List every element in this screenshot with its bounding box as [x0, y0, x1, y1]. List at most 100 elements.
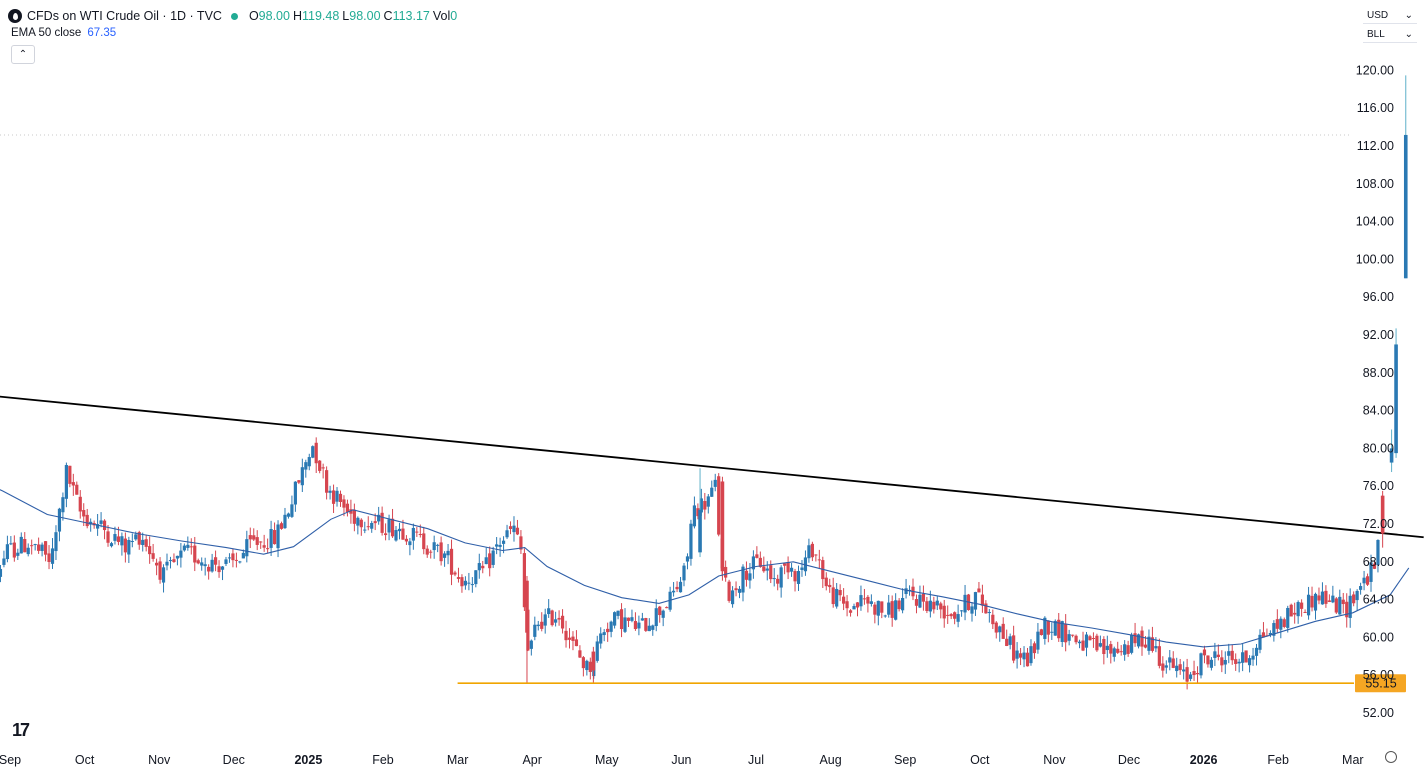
candle-body [1403, 134, 1408, 279]
candle-body [883, 615, 887, 617]
candle-body [1018, 653, 1023, 658]
candle-body [349, 509, 353, 514]
candle-body [564, 630, 568, 641]
candle-body [1154, 646, 1158, 649]
candle-body [1303, 611, 1307, 613]
candle-body [390, 518, 395, 537]
candle-body [710, 487, 714, 497]
candle-body [1081, 640, 1085, 651]
candle-body [762, 566, 766, 572]
x-tick-label: Nov [1043, 753, 1066, 767]
candle-body [1071, 634, 1075, 636]
candle-body [949, 614, 953, 617]
candle-body [772, 578, 776, 580]
candle-body [1025, 652, 1030, 667]
x-tick-label: 2025 [294, 753, 322, 767]
candle-body [1060, 621, 1064, 642]
candle-body [439, 542, 443, 562]
candle-body [134, 534, 138, 540]
candle-body [779, 567, 783, 588]
candle-body [234, 559, 239, 561]
candle-body [1293, 612, 1297, 615]
chevron-up-icon: ⌃ [18, 49, 28, 60]
support-price-label: 55.15 [1365, 677, 1396, 691]
candle-body [1216, 654, 1220, 657]
candle-body [109, 543, 114, 547]
collapse-legend-button[interactable]: ⌃ [11, 45, 35, 64]
candle-body [1039, 629, 1043, 636]
candle-body [172, 559, 176, 563]
candle-body [481, 565, 485, 569]
candle-body [495, 544, 499, 547]
candle-body [817, 559, 821, 561]
symbol-title[interactable]: CFDs on WTI Crude Oil · 1D · TVC [27, 9, 222, 23]
candle-body [1324, 590, 1328, 604]
candle-body [2, 558, 6, 565]
currency-select[interactable]: USD ⌄ [1363, 7, 1417, 24]
unit-value: BLL [1367, 28, 1385, 40]
candle-body [730, 590, 735, 605]
candle-body [130, 541, 134, 543]
symbol-header[interactable]: CFDs on WTI Crude Oil · 1D · TVC O 98.00 … [8, 6, 457, 26]
candle-body [26, 547, 30, 555]
unit-select[interactable]: BLL ⌄ [1363, 26, 1417, 43]
candle-body [189, 546, 193, 548]
candle-body [1046, 620, 1050, 635]
candle-body [698, 509, 702, 553]
candle-body [422, 533, 426, 550]
candle-body [560, 615, 565, 629]
candle-body [987, 612, 991, 614]
candle-body [345, 503, 350, 512]
candle-body [751, 556, 755, 570]
candle-body [1143, 644, 1148, 648]
candle-body [283, 514, 287, 529]
tradingview-logo-icon[interactable]: 17 [12, 720, 30, 740]
x-tick-label: Jun [671, 753, 691, 767]
y-tick-label: 68.00 [1363, 555, 1394, 569]
candle-body [446, 550, 450, 556]
candle-body [741, 566, 745, 593]
candle-body [19, 536, 23, 554]
candle-body [57, 508, 62, 532]
candle-body [85, 514, 89, 527]
candle-body [248, 535, 252, 540]
x-tick-label: Aug [819, 753, 841, 767]
candle-body [1317, 595, 1321, 601]
candle-body [227, 557, 232, 559]
candle-body [436, 544, 440, 546]
candle-body [547, 608, 551, 615]
candle-body [200, 562, 204, 566]
candle-body [512, 525, 516, 533]
candle-body [116, 536, 121, 542]
candle-body [102, 520, 107, 531]
candle-body [266, 548, 270, 550]
candle-body [1213, 651, 1217, 658]
candle-body [925, 601, 929, 611]
candle-body [529, 640, 533, 649]
candle-body [470, 584, 474, 586]
y-tick-label: 52.00 [1363, 706, 1394, 720]
candle-body [977, 588, 981, 593]
ema-legend[interactable]: EMA 50 close 67.35 [11, 27, 116, 39]
gear-icon[interactable] [1385, 751, 1397, 763]
volume-value: 0 [450, 9, 458, 23]
candle-body [855, 602, 860, 608]
candle-body [613, 612, 617, 626]
candle-body [1223, 659, 1227, 665]
candle-body [449, 548, 454, 575]
candle-body [9, 543, 13, 545]
candle-body [633, 621, 638, 630]
currency-value: USD [1367, 9, 1389, 21]
x-axis: Sep Oct Nov Dec 2025 Feb Mar Apr May Jun Jul Aug Sep… [0, 753, 1364, 767]
candle-body [776, 578, 780, 584]
candle-body [1331, 595, 1335, 603]
candle-body [591, 651, 596, 671]
candle-body [488, 553, 492, 569]
candle-body [460, 577, 464, 587]
candle-body [606, 628, 610, 633]
candle-body [796, 571, 801, 584]
candle-body [127, 539, 131, 555]
candle-body [713, 479, 717, 487]
